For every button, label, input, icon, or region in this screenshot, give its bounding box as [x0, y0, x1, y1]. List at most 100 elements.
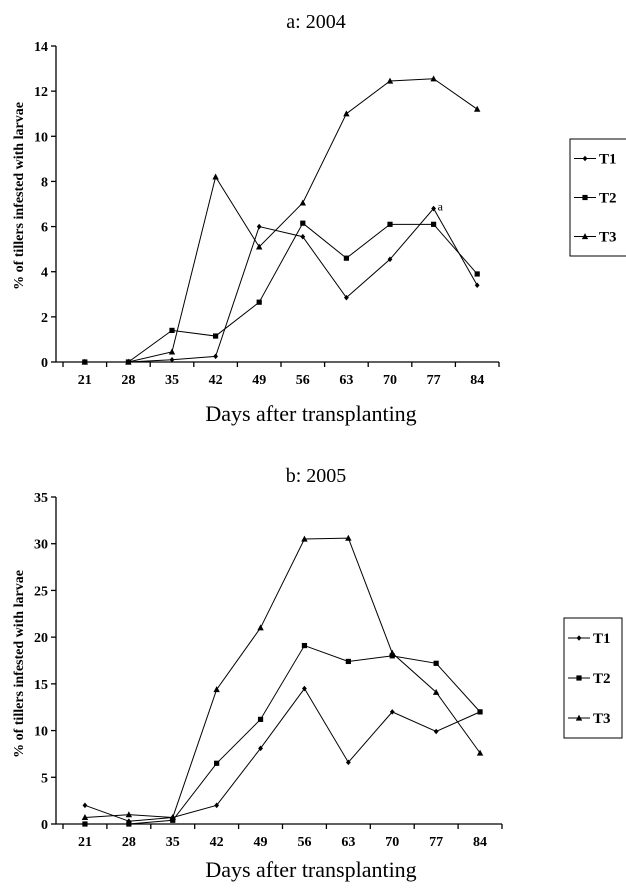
- chart-b-series-t3-point: [345, 534, 352, 541]
- chart-b-series-t3-point: [213, 686, 220, 693]
- chart-b-series-t1-point: [126, 818, 132, 824]
- chart-a-series-t1-point: [256, 223, 262, 230]
- chart-a-title: a: 2004: [286, 11, 345, 33]
- chart-b-x-tick-label: 63: [341, 835, 355, 850]
- chart-b-y-tick-label: 0: [41, 818, 48, 833]
- chart-b-series-t3-point: [81, 814, 89, 821]
- chart-a-series-t2-point: [300, 220, 306, 226]
- chart-a-series-t1-point: [431, 205, 436, 212]
- chart-b-y-tick-label: 30: [34, 538, 48, 553]
- chart-a-ylabel: % of tillers infested with larvae: [12, 102, 27, 290]
- chart-b-series-t2-point: [345, 658, 351, 665]
- chart-b-x-tick-label: 28: [122, 835, 136, 850]
- chart-b-series-t1-point: [214, 802, 220, 809]
- chart-a-series-t3-point: [168, 348, 176, 355]
- chart-b-series-t2-point: [257, 716, 264, 722]
- chart-a-series-t1-point: [387, 256, 393, 263]
- chart-a-series-t1-point: [213, 353, 218, 360]
- chart-b-series-t1-point: [345, 759, 351, 766]
- chart-a-series-t2-point: [387, 221, 393, 227]
- chart-a-y-tick-label: 2: [41, 311, 48, 326]
- chart-b-legend-marker-t3: [575, 714, 583, 721]
- chart-b-series-t3-point: [476, 749, 484, 756]
- chart-a-y-tick-label: 0: [41, 356, 48, 371]
- chart-a-series-t3-line: [84, 78, 478, 363]
- chart-b-series-t2-point: [214, 760, 220, 766]
- chart-b-y-tick-label: 35: [34, 491, 48, 506]
- chart-b-series-t2-point: [433, 660, 439, 666]
- chart-b-series-t2-point: [301, 642, 308, 649]
- chart-a-x-tick-label: 28: [121, 373, 135, 388]
- chart-a-annotation: a: [438, 200, 444, 214]
- chart-b-x-tick-label: 84: [473, 835, 487, 850]
- chart-b-series-t1-point: [389, 709, 395, 715]
- chart-a-x-tick-label: 56: [296, 373, 310, 388]
- chart-b-x-tick-label: 49: [254, 835, 268, 850]
- chart-b-series-t1-point: [433, 728, 439, 735]
- chart-b-series-t3-line: [84, 537, 481, 818]
- chart-a-y-tick-label: 14: [34, 40, 48, 55]
- chart-a-y-tick-label: 4: [41, 266, 48, 281]
- chart-b-series-t3-point: [432, 688, 440, 695]
- chart-a-series-t1-point: [474, 282, 480, 289]
- chart-b-x-tick-label: 35: [166, 835, 180, 850]
- chart-a-series-t1-point: [169, 356, 175, 363]
- chart-b-x-tick-label: 70: [385, 835, 399, 850]
- chart-a-series-t2-point: [213, 333, 219, 339]
- chart-b-legend-marker-t1: [576, 635, 582, 641]
- chart-a-legend-marker-t3: [581, 233, 589, 240]
- chart-a-y-tick-label: 10: [34, 130, 48, 145]
- chart-b-legend-label-t3: T3: [593, 711, 611, 727]
- chart-a-series-t2-point: [343, 255, 349, 261]
- chart-a-series-t2-point: [431, 221, 437, 227]
- chart-a-series-t3-point: [343, 110, 350, 117]
- chart-b-y-tick-label: 25: [34, 584, 48, 599]
- chart-b-title: b: 2005: [286, 465, 347, 487]
- chart-b-legend-label-t2: T2: [593, 671, 611, 687]
- chart-b-series-t3-point: [257, 624, 264, 631]
- chart-a-series-t2-line: [84, 222, 478, 363]
- chart-a-xlabel: Days after transplanting: [205, 401, 416, 426]
- chart-b-x-tick-label: 21: [78, 835, 92, 850]
- chart-b-legend-marker-t2: [576, 675, 582, 681]
- chart-b-series-t3-point: [169, 814, 176, 821]
- chart-a-series-t3-point: [474, 105, 481, 112]
- chart-a-legend-label-t2: T2: [599, 191, 617, 207]
- chart-a-y-tick-label: 6: [41, 221, 48, 236]
- chart-b-series-t1-line: [84, 687, 481, 822]
- chart-a-legend-label-t1: T1: [599, 152, 617, 168]
- chart-a-legend-label-t3: T3: [599, 230, 617, 246]
- chart-b-series-t2-point: [477, 709, 483, 715]
- chart-a-series-t2-point: [256, 299, 262, 305]
- chart-b-y-tick-label: 10: [34, 725, 48, 740]
- chart-a-series-t1-point: [300, 233, 306, 240]
- chart-a-series-t3-point: [125, 358, 132, 365]
- chart-a-x-tick-label: 70: [383, 373, 397, 388]
- chart-a-y-tick-label: 8: [41, 175, 48, 190]
- chart-b-series-t3-point: [389, 649, 396, 656]
- chart-a-series-t3-point: [299, 199, 306, 206]
- chart-a-x-tick-label: 49: [252, 373, 266, 388]
- chart-b-y-tick-label: 5: [41, 771, 48, 786]
- chart-a-legend-marker-t1: [582, 155, 588, 162]
- chart-a-x-tick-label: 63: [339, 373, 353, 388]
- chart-a-series-t1-line: [84, 207, 478, 363]
- chart-b-series-t2-line: [84, 644, 481, 825]
- chart-b-series-t2-point: [82, 821, 88, 827]
- chart-a-series-t3-point: [430, 75, 437, 82]
- chart-b-series-t3-point: [301, 535, 308, 542]
- chart-a-x-tick-label: 84: [470, 373, 484, 388]
- chart-b-series-t1-point: [258, 745, 263, 752]
- chart-b-x-tick-label: 56: [297, 835, 311, 850]
- chart-a-y-tick-label: 12: [34, 85, 48, 100]
- chart-a-plot: 0 2 4 6 8 10 12 14 21 28 35 42 49 56 63 70 77 84 a T1 T2 T3: [34, 40, 626, 388]
- chart-b-series-t1-point: [82, 802, 88, 809]
- chart-a-x-tick-label: 77: [427, 373, 441, 388]
- chart-b-x-tick-label: 42: [210, 835, 224, 850]
- chart-a-series-t1-point: [344, 294, 349, 301]
- chart-b-legend-label-t1: T1: [593, 631, 611, 647]
- chart-b-xlabel: Days after transplanting: [205, 857, 416, 882]
- chart-a-x-tick-label: 42: [209, 373, 223, 388]
- chart-b-x-tick-label: 77: [429, 835, 443, 850]
